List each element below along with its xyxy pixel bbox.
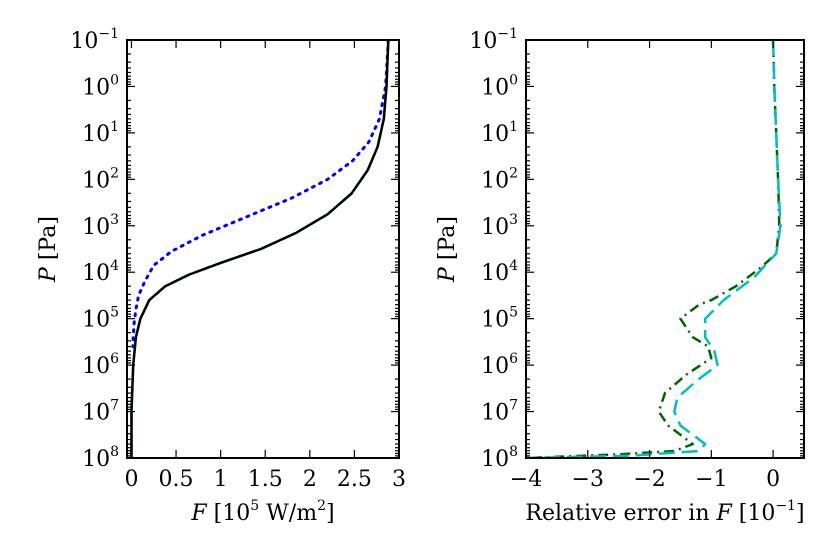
- x-tick-label: 0.5: [159, 467, 194, 492]
- x-tick-label: 0: [124, 467, 138, 492]
- y-tick-label: 108: [481, 444, 518, 472]
- x-tick-label: 2: [303, 467, 317, 492]
- y-tick-label: 103: [481, 212, 518, 240]
- y-axis-label: P [Pa]: [435, 216, 460, 283]
- y-tick-label: 101: [481, 119, 518, 147]
- y-tick-label: 10−1: [70, 26, 119, 54]
- x-tick-label: 1: [214, 467, 228, 492]
- x-tick-label: 3: [392, 467, 406, 492]
- y-tick-label: 105: [82, 305, 119, 333]
- series-line-dashdot: [526, 40, 781, 458]
- series-line-dashed: [526, 40, 782, 458]
- y-tick-label: 102: [481, 165, 518, 193]
- x-tick-label: −3: [572, 467, 604, 492]
- y-tick-label: 103: [82, 212, 119, 240]
- x-axis-label: F [105 W/m2]: [190, 498, 334, 526]
- panel-2: 10−1 100 101 102 103 104 105 106 107 108−4 −3 −2 −1 0…: [435, 26, 805, 526]
- plot-frame: [525, 39, 805, 459]
- y-tick-label: 101: [82, 119, 119, 147]
- y-tick-label: 107: [82, 398, 119, 426]
- y-axis-label: P [Pa]: [36, 216, 61, 283]
- y-tick-label: 102: [82, 165, 119, 193]
- y-tick-label: 106: [82, 351, 119, 379]
- plot-frame: [126, 39, 400, 459]
- series-line-dotted: [131, 40, 390, 348]
- x-tick-label: −2: [633, 467, 665, 492]
- x-tick-label: 0: [766, 467, 780, 492]
- x-axis-label: Relative error in F [10−1]: [525, 498, 804, 526]
- y-tick-label: 108: [82, 444, 119, 472]
- x-tick-label: 1.5: [248, 467, 283, 492]
- x-tick-label: 2.5: [337, 467, 372, 492]
- x-tick-label: −1: [695, 467, 727, 492]
- y-tick-label: 100: [481, 72, 518, 100]
- y-tick-label: 107: [481, 398, 518, 426]
- x-tick-label: −4: [510, 467, 542, 492]
- y-tick-label: 106: [481, 351, 518, 379]
- series-line-solid: [130, 40, 390, 458]
- y-tick-label: 105: [481, 305, 518, 333]
- y-tick-label: 104: [481, 258, 518, 286]
- y-tick-label: 10−1: [469, 26, 518, 54]
- y-tick-label: 100: [82, 72, 119, 100]
- y-tick-label: 104: [82, 258, 119, 286]
